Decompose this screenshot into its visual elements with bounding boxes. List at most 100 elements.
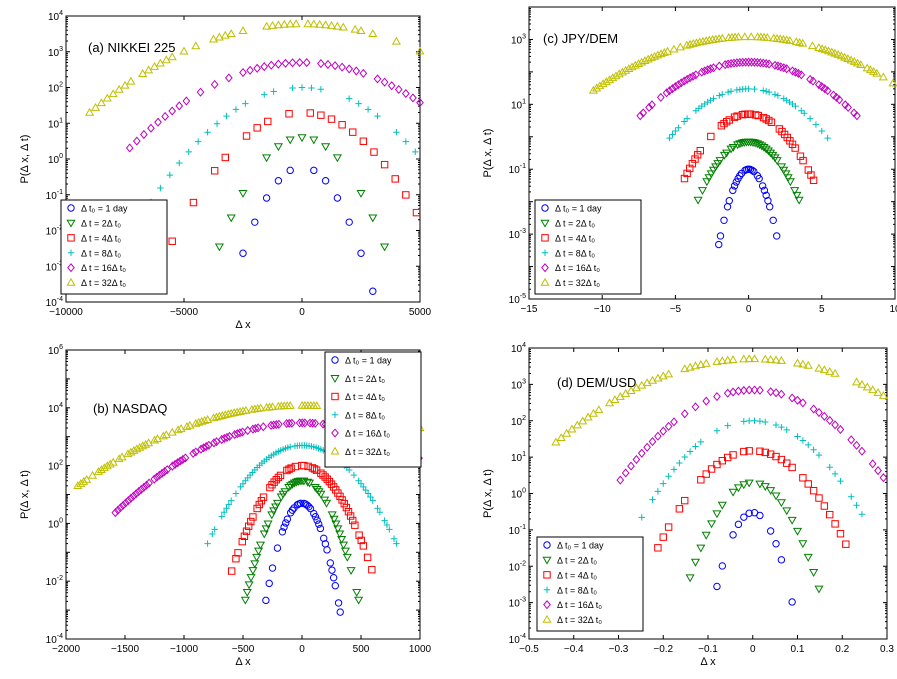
data-point	[832, 92, 841, 102]
data-point	[807, 171, 815, 179]
data-point	[226, 214, 236, 223]
legend-label: Δ t₀ = 1 day	[555, 204, 602, 214]
data-point	[740, 513, 748, 521]
legend-marker	[543, 586, 551, 593]
data-point	[659, 533, 667, 541]
data-point	[108, 89, 118, 98]
data-point	[226, 408, 236, 417]
data-point	[272, 476, 280, 484]
data-point	[562, 428, 572, 437]
data-point	[145, 478, 153, 488]
data-point	[798, 359, 808, 368]
data-point	[728, 488, 738, 497]
data-point	[650, 51, 660, 60]
x-tick-label: −1500	[111, 644, 140, 655]
data-point	[669, 44, 679, 53]
data-point	[723, 388, 732, 398]
data-point	[157, 184, 164, 192]
x-tick-label: −2000	[52, 644, 81, 655]
data-point	[809, 176, 818, 185]
data-point	[723, 203, 732, 211]
data-point	[697, 187, 708, 195]
data-point	[691, 402, 700, 412]
data-point	[275, 419, 283, 429]
data-point	[733, 484, 743, 493]
data-point	[346, 567, 356, 575]
x-tick-label: −500	[232, 644, 255, 655]
legend-label: Δ t = 16Δ t₀	[81, 263, 126, 273]
data-point	[551, 437, 561, 446]
data-point	[242, 588, 252, 597]
data-point	[114, 505, 122, 515]
data-point	[286, 166, 294, 175]
data-point	[232, 555, 240, 563]
data-point	[782, 64, 791, 74]
data-point	[762, 58, 771, 69]
data-point	[199, 443, 208, 453]
x-tick-label: 0.3	[880, 644, 894, 655]
data-point	[173, 458, 182, 468]
data-point	[693, 196, 703, 205]
data-point	[308, 418, 317, 428]
data-point	[715, 240, 723, 249]
data-point	[815, 451, 823, 459]
data-point	[825, 415, 834, 426]
data-point	[796, 152, 805, 160]
data-point	[737, 139, 747, 148]
data-point	[291, 478, 301, 487]
data-point	[160, 466, 169, 477]
data-point	[665, 86, 674, 96]
y-tick-label: 103	[511, 33, 526, 46]
data-point	[227, 567, 236, 575]
data-point	[213, 120, 221, 127]
data-point	[844, 102, 853, 113]
data-point	[229, 408, 239, 417]
data-point	[572, 420, 582, 429]
data-point	[340, 547, 350, 556]
x-tick-label: 0	[299, 307, 305, 318]
data-point	[211, 412, 222, 421]
data-point	[173, 425, 183, 434]
data-point	[242, 100, 249, 107]
data-point	[209, 530, 216, 538]
data-point	[649, 496, 656, 503]
panel-title: (d) DEM/USD	[557, 375, 636, 390]
y-tick-label: 103	[511, 378, 526, 391]
data-point	[223, 432, 231, 442]
data-point	[285, 19, 295, 28]
data-point	[357, 249, 365, 257]
data-point	[672, 127, 679, 135]
data-point	[792, 102, 799, 110]
data-point	[168, 106, 177, 116]
data-point	[776, 499, 786, 508]
data-point	[260, 62, 269, 72]
data-point	[803, 553, 813, 562]
legend-marker	[541, 263, 549, 273]
data-point	[194, 138, 202, 145]
y-tick-label: 10-3	[509, 228, 526, 241]
y-axis-label: P(Δ x, Δ t)	[482, 469, 494, 518]
data-point	[567, 424, 577, 433]
data-point	[218, 513, 225, 520]
data-point	[380, 77, 389, 87]
x-tick-label: −10	[594, 304, 611, 315]
data-point	[727, 58, 735, 69]
data-point	[879, 473, 888, 483]
data-point	[310, 484, 320, 492]
data-point	[595, 81, 605, 90]
series-4	[125, 57, 424, 153]
data-point	[697, 476, 705, 484]
data-point	[191, 447, 200, 457]
data-point	[132, 136, 141, 146]
data-point	[741, 57, 750, 67]
data-point	[689, 71, 697, 81]
data-point	[185, 148, 192, 156]
legend-marker	[67, 263, 75, 273]
data-point	[168, 237, 176, 245]
data-point	[329, 515, 339, 524]
data-point	[756, 58, 765, 68]
data-point	[806, 115, 814, 122]
data-point	[285, 401, 295, 409]
data-point	[815, 494, 823, 502]
data-point	[771, 492, 781, 501]
